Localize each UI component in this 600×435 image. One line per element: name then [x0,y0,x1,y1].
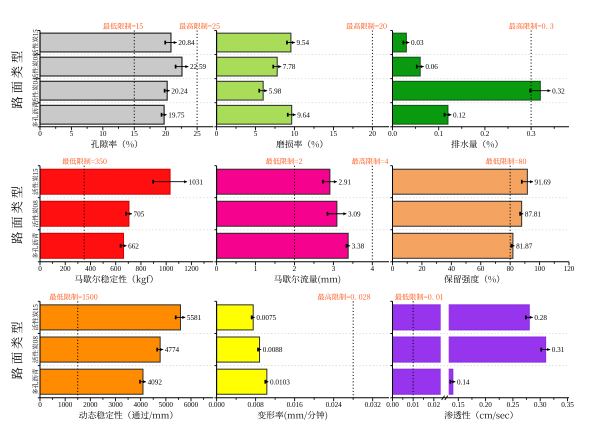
svg-text:0.024: 0.024 [326,401,343,409]
svg-text:1000: 1000 [58,401,73,409]
svg-text:0.20: 0.20 [479,401,492,409]
svg-text:4092: 4092 [148,378,163,386]
svg-text:705: 705 [134,210,145,218]
svg-text:400: 400 [85,265,96,273]
svg-text:4774: 4774 [165,346,180,354]
svg-text:0.32: 0.32 [552,87,565,95]
svg-text:0.2: 0.2 [480,130,489,138]
svg-text:0.0088: 0.0088 [263,346,283,354]
svg-text:0.15: 0.15 [452,401,465,409]
svg-text:5.98: 5.98 [269,87,282,95]
svg-text:0.31: 0.31 [552,346,565,354]
svg-text:20.24: 20.24 [171,87,188,95]
svg-text:1200: 1200 [184,265,199,273]
svg-text:4: 4 [371,265,375,273]
svg-text:40: 40 [448,265,456,273]
svg-text:0.0075: 0.0075 [256,314,276,322]
svg-text:9.54: 9.54 [297,39,310,47]
svg-text:20: 20 [162,130,170,138]
svg-text:22.59: 22.59 [190,63,207,71]
svg-text:100: 100 [534,265,545,273]
svg-text:0.3: 0.3 [527,130,536,138]
svg-text:0.00: 0.00 [386,401,399,409]
svg-text:60: 60 [477,265,485,273]
svg-text:15: 15 [131,130,139,138]
svg-text:2.91: 2.91 [338,178,351,186]
svg-text:0: 0 [215,130,219,138]
svg-text:0.0: 0.0 [388,130,397,138]
svg-text:0.1: 0.1 [434,130,443,138]
svg-text:5: 5 [254,130,258,138]
svg-text:0.01: 0.01 [407,401,420,409]
svg-text:0: 0 [38,265,42,273]
svg-text:0.30: 0.30 [534,401,547,409]
svg-text:9.64: 9.64 [297,111,310,119]
svg-text:800: 800 [136,265,147,273]
svg-text:1: 1 [254,265,258,273]
svg-text:0: 0 [215,265,219,273]
svg-text:2000: 2000 [83,401,98,409]
svg-text:662: 662 [128,242,139,250]
svg-text:10: 10 [99,130,107,138]
svg-text:5000: 5000 [159,401,174,409]
svg-text:81.87: 81.87 [516,242,533,250]
svg-text:3: 3 [332,265,336,273]
svg-text:20.84: 20.84 [178,39,195,47]
svg-text:0.008: 0.008 [248,401,265,409]
svg-text:0.016: 0.016 [287,401,304,409]
svg-text:0: 0 [391,265,395,273]
svg-text:200: 200 [60,265,71,273]
svg-text:0.0103: 0.0103 [270,378,290,386]
svg-text:5: 5 [70,130,74,138]
svg-text:0.12: 0.12 [453,111,466,119]
svg-text:6000: 6000 [184,401,199,409]
svg-text:2: 2 [293,265,297,273]
svg-text:4000: 4000 [133,401,148,409]
svg-text:0: 0 [38,401,42,409]
svg-text:0.02: 0.02 [428,401,441,409]
svg-text:0.35: 0.35 [561,401,574,409]
svg-text:15: 15 [330,130,338,138]
svg-text:25: 25 [194,130,202,138]
svg-text:87.81: 87.81 [525,210,542,218]
svg-text:5581: 5581 [187,314,202,322]
svg-text:19.75: 19.75 [168,111,185,119]
svg-text:600: 600 [110,265,121,273]
svg-text:20: 20 [369,130,377,138]
svg-text:0.06: 0.06 [425,63,438,71]
svg-text:10: 10 [291,130,299,138]
svg-text:0.28: 0.28 [534,314,547,322]
svg-text:3.09: 3.09 [348,210,361,218]
svg-text:0: 0 [38,130,42,138]
svg-text:1000: 1000 [159,265,174,273]
svg-text:0.14: 0.14 [457,378,470,386]
svg-text:7.78: 7.78 [283,63,296,71]
svg-text:20: 20 [418,265,426,273]
svg-text:91.69: 91.69 [535,178,552,186]
svg-text:120: 120 [564,265,575,273]
svg-text:1031: 1031 [189,178,204,186]
svg-text:3.38: 3.38 [352,242,365,250]
svg-text:0.25: 0.25 [507,401,520,409]
svg-text:3000: 3000 [108,401,123,409]
svg-text:80: 80 [507,265,515,273]
svg-text:0.032: 0.032 [365,401,382,409]
svg-text:0.03: 0.03 [411,39,424,47]
svg-text:0.000: 0.000 [209,401,226,409]
